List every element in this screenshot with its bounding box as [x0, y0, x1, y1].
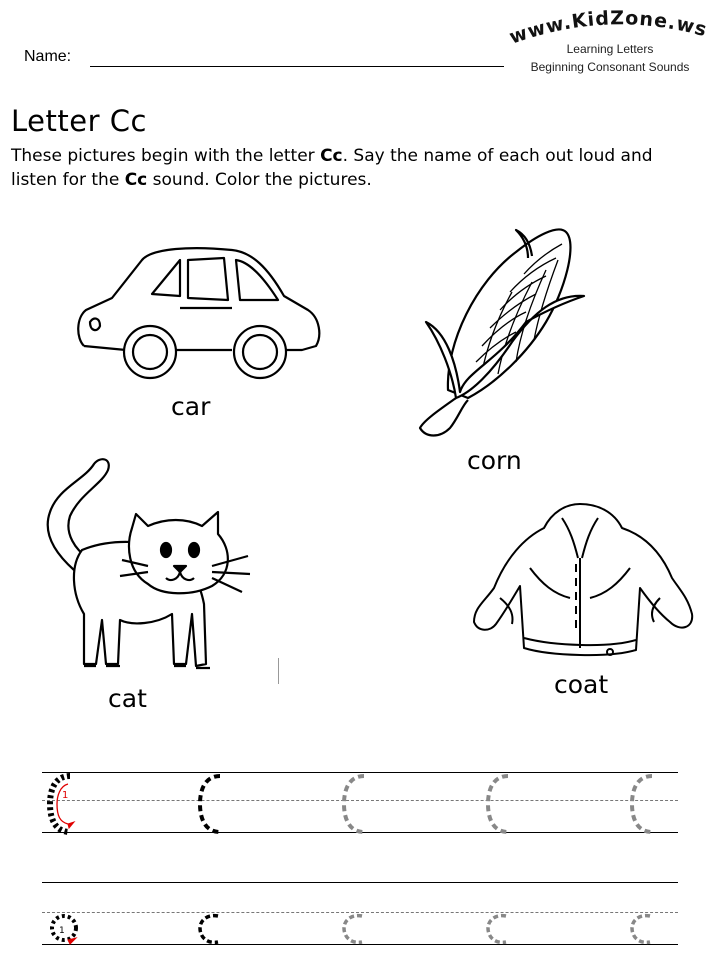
trace-letter-c — [486, 913, 507, 945]
cat-picture — [46, 458, 251, 670]
stroke-number-small: 1 — [59, 926, 65, 936]
coat-picture — [473, 503, 694, 657]
trace-letter-c — [630, 913, 651, 945]
guide-mid-line — [42, 800, 678, 801]
word-coat: coat — [554, 670, 609, 699]
guide-top-line — [42, 772, 678, 773]
stroke-number: 1 — [62, 790, 68, 801]
car-picture — [77, 247, 321, 380]
trace-row-small[interactable]: 1 — [42, 906, 678, 948]
trace-letter-c — [485, 774, 509, 834]
model-letter-c: 1 — [46, 773, 76, 835]
letter-highlight: Cc — [124, 170, 148, 190]
word-cat: cat — [108, 684, 147, 713]
trace-letter-c — [342, 913, 363, 945]
trace-letter-c — [198, 913, 219, 945]
trace-letter-c — [197, 774, 221, 834]
guide-top-line-small — [42, 882, 678, 883]
trace-letter-c — [629, 774, 653, 834]
trace-letter-c — [341, 774, 365, 834]
trace-row-large[interactable]: 1 — [42, 766, 678, 838]
page-title: Letter Cc — [11, 104, 147, 138]
letter-highlight: Cc — [320, 146, 343, 166]
word-car: car — [171, 392, 211, 421]
model-letter-c-small: 1 — [50, 914, 78, 945]
guide-base-line-small — [42, 944, 678, 945]
corn-picture — [418, 228, 586, 437]
subtitle-beginning-sounds: Beginning Consonant Sounds — [530, 60, 690, 74]
instructions: These pictures begin with the letter Cc.… — [11, 146, 653, 190]
word-corn: corn — [467, 446, 522, 475]
subtitle-learning-letters: Learning Letters — [566, 42, 654, 56]
name-label: Name: — [24, 48, 72, 65]
name-line[interactable] — [90, 66, 504, 67]
guide-mid-line-small — [42, 912, 678, 913]
divider-mark — [278, 658, 279, 684]
kidzone-logo: www.KidZone.ws — [508, 7, 709, 48]
